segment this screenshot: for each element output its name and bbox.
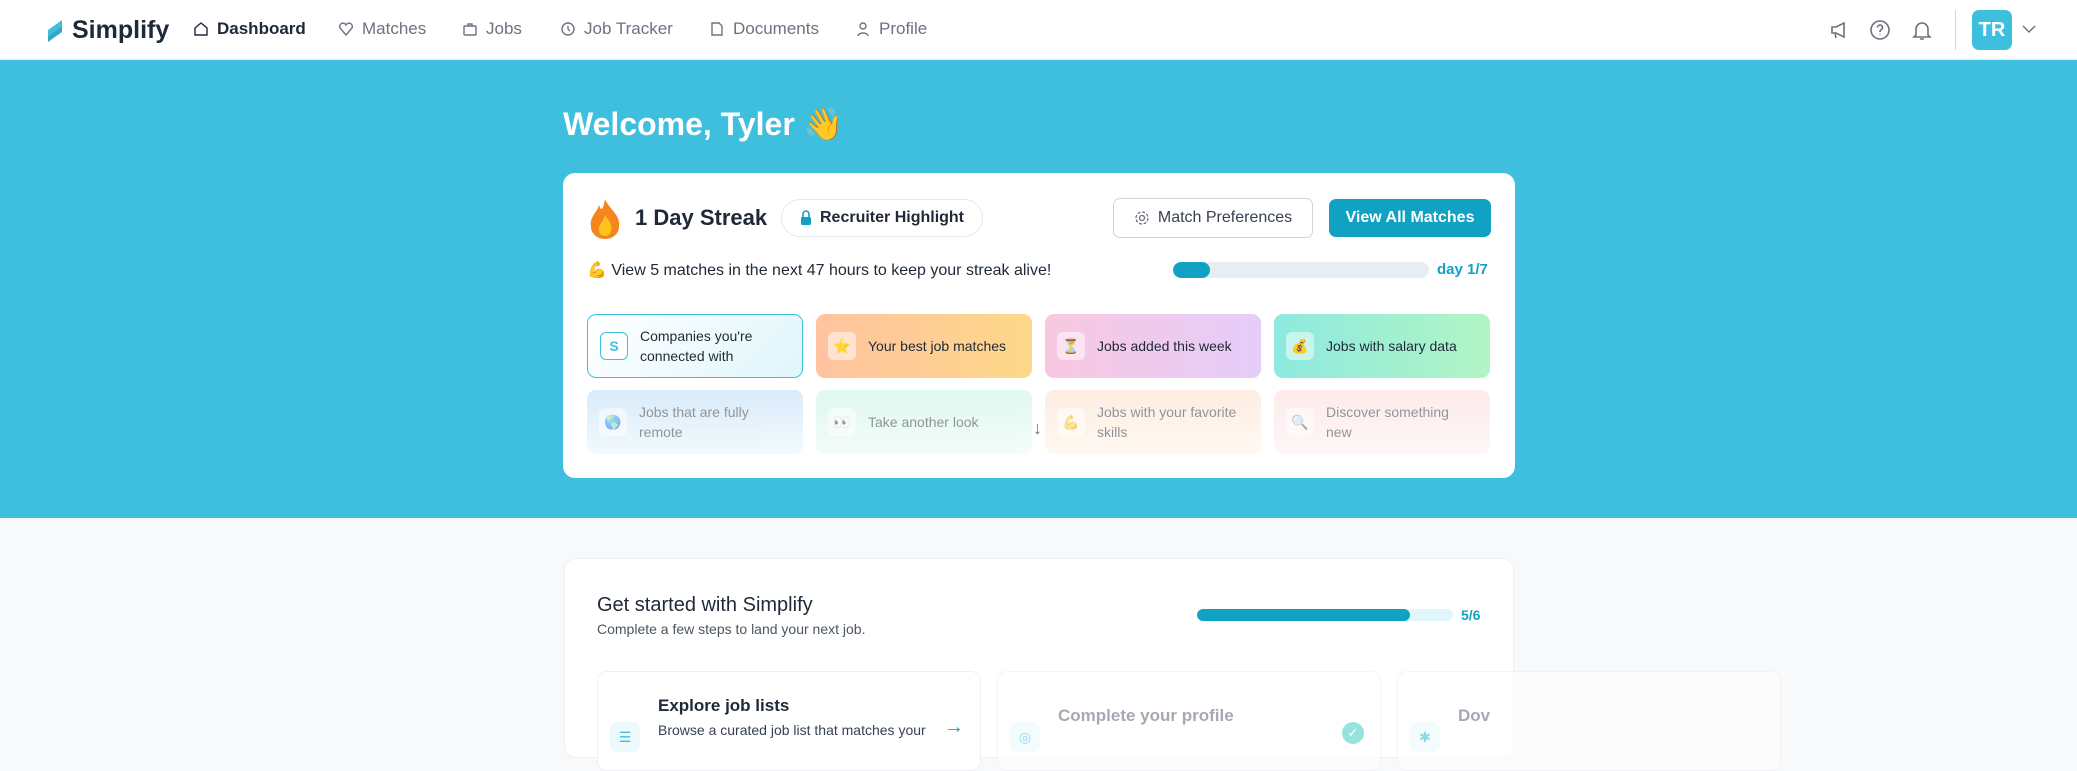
- home-icon: [194, 22, 208, 36]
- simplify-icon: S: [600, 332, 628, 360]
- tile-label: Your best job matches: [868, 338, 1007, 354]
- star-icon: ⭐: [828, 332, 856, 360]
- match-preferences-button[interactable]: Match Preferences: [1113, 198, 1313, 238]
- nav-label: Jobs: [486, 19, 522, 38]
- recruiter-highlight-pill[interactable]: Recruiter Highlight: [781, 199, 984, 237]
- briefcase-icon: [463, 23, 477, 36]
- arrow-right-icon[interactable]: →: [944, 716, 964, 738]
- nav-job-tracker[interactable]: Job Tracker: [560, 19, 673, 39]
- tile-take-another-look[interactable]: 👀 Take another look: [816, 390, 1032, 454]
- arrow-down-icon[interactable]: ↓: [1033, 418, 1042, 438]
- simplify-logo-icon: [48, 19, 62, 42]
- streak-progress-fill: [1173, 262, 1210, 278]
- avatar[interactable]: TR: [1972, 10, 2012, 50]
- nav-matches[interactable]: Matches: [338, 19, 426, 39]
- tile-favorite-skills[interactable]: 💪 Jobs with your favorite skills: [1045, 390, 1261, 454]
- tile-fully-remote[interactable]: 🌎 Jobs that are fully remote: [587, 390, 803, 454]
- gear-icon: [1135, 211, 1149, 225]
- tile-connected-companies[interactable]: S Companies you're connected with: [587, 314, 803, 378]
- view-all-matches-button[interactable]: View All Matches: [1329, 199, 1491, 237]
- tracker-icon: [561, 22, 575, 36]
- puzzle-icon: ✱: [1410, 722, 1440, 752]
- nav-profile[interactable]: Profile: [855, 19, 927, 39]
- magnifier-icon: 🔍: [1286, 408, 1314, 436]
- step-explore-job-lists[interactable]: ☰ Explore job lists Browse a curated job…: [597, 671, 981, 771]
- nav-jobs[interactable]: Jobs: [462, 19, 522, 39]
- simplify-logo[interactable]: Simplify: [44, 16, 169, 45]
- list-icon: ☰: [610, 722, 640, 752]
- hourglass-icon: ⏳: [1057, 332, 1085, 360]
- streak-day-label: day 1/7: [1437, 261, 1488, 278]
- nav-label: Profile: [879, 19, 928, 38]
- tile-discover-new[interactable]: 🔍 Discover something new: [1274, 390, 1490, 454]
- nav-label: Job Tracker: [584, 19, 673, 38]
- tile-label: Jobs with your favorite skills: [1097, 404, 1237, 440]
- user-icon: [857, 22, 869, 37]
- step-title: Dov: [1458, 706, 1491, 725]
- nav-documents[interactable]: Documents: [709, 19, 819, 39]
- streak-card: 1 Day Streak Recruiter Highlight Match P…: [563, 173, 1515, 478]
- get-started-progress-bar: [1197, 609, 1453, 621]
- megaphone-icon[interactable]: [1828, 19, 1850, 41]
- welcome-heading: Welcome, Tyler 👋: [563, 106, 844, 142]
- streak-label: 1 Day Streak: [635, 205, 768, 230]
- pill-label: Recruiter Highlight: [820, 209, 965, 226]
- streak-message: 💪 View 5 matches in the next 47 hours to…: [587, 262, 1052, 279]
- top-nav: Simplify Dashboard Matches Jobs Job Trac…: [0, 0, 2077, 60]
- streak-title: 1 Day Streak: [587, 197, 767, 239]
- money-bag-icon: 💰: [1286, 332, 1314, 360]
- bell-icon[interactable]: [1911, 19, 1933, 41]
- step-desc: Browse a curated job list that matches y…: [658, 722, 926, 738]
- get-started-card: Get started with Simplify Complete a few…: [564, 558, 1781, 771]
- nav-divider: [1955, 10, 1956, 50]
- brand-name: Simplify: [72, 16, 170, 44]
- user-circle-icon: ◎: [1010, 722, 1040, 752]
- fire-icon: [590, 199, 620, 239]
- step-title: Complete your profile: [1058, 706, 1234, 725]
- button-label: Match Preferences: [1157, 209, 1293, 226]
- tile-label: Companies you're connected with: [640, 328, 753, 364]
- tile-label: Jobs added this week: [1097, 338, 1232, 354]
- nav-dashboard[interactable]: Dashboard: [193, 19, 306, 39]
- tile-label: Jobs with salary data: [1326, 338, 1457, 354]
- tile-label: Jobs that are fully remote: [639, 404, 749, 440]
- tile-best-matches[interactable]: ⭐ Your best job matches: [816, 314, 1032, 378]
- get-started-progress-fill: [1197, 609, 1411, 621]
- tile-salary-data[interactable]: 💰 Jobs with salary data: [1274, 314, 1490, 378]
- tile-added-this-week[interactable]: ⏳ Jobs added this week: [1045, 314, 1261, 378]
- step-download[interactable]: ✱ Dov: [1397, 671, 1781, 771]
- tile-label: Discover something new: [1326, 404, 1449, 440]
- lock-icon: [801, 210, 811, 225]
- eyes-icon: 👀: [828, 408, 856, 436]
- heart-icon: [338, 22, 354, 37]
- flexed-arm-icon: 💪: [1057, 408, 1085, 436]
- nav-label: Matches: [362, 19, 427, 38]
- get-started-title: Get started with Simplify: [597, 594, 813, 616]
- tile-label: Take another look: [868, 414, 979, 430]
- get-started-progress-label: 5/6: [1461, 607, 1481, 623]
- nav-label: Dashboard: [217, 19, 306, 38]
- chevron-down-icon[interactable]: [2022, 24, 2036, 34]
- help-icon[interactable]: [1869, 19, 1891, 41]
- document-icon: [711, 22, 723, 36]
- get-started-subtitle: Complete a few steps to land your next j…: [597, 621, 866, 637]
- streak-progress-bar: [1173, 262, 1429, 278]
- step-complete-profile[interactable]: ◎ Complete your profile ✓: [997, 671, 1381, 771]
- globe-icon: 🌎: [599, 408, 627, 436]
- step-title: Explore job lists: [658, 696, 790, 715]
- check-icon: ✓: [1342, 722, 1364, 744]
- nav-label: Documents: [733, 19, 819, 38]
